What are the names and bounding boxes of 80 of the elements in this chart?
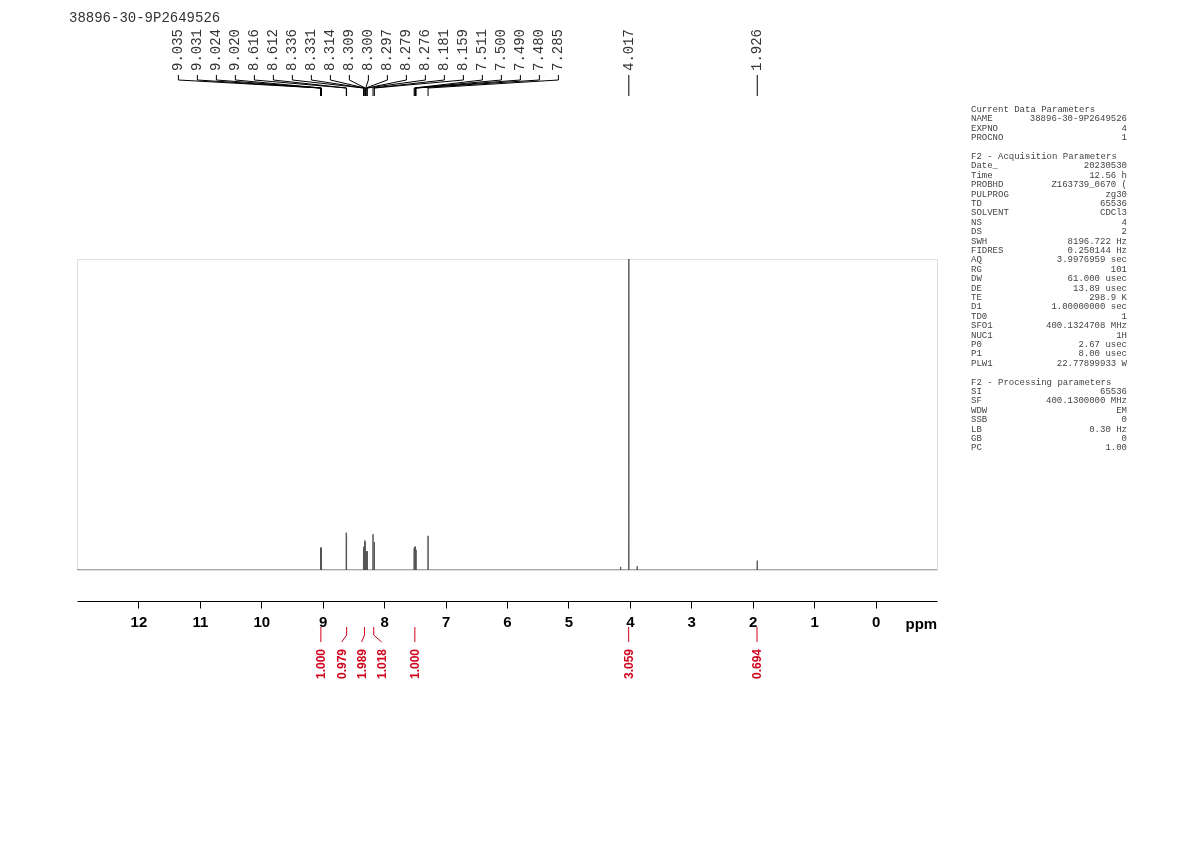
text: TD 65536 xyxy=(971,199,1127,209)
annotation: 3.059 xyxy=(621,648,636,680)
text: LB 0.30 Hz xyxy=(971,424,1127,435)
annotation: 9.024 xyxy=(208,28,225,71)
annotation: 8.331 xyxy=(303,28,320,71)
x-axis-title: ppm xyxy=(905,614,938,632)
x-tick-label: 0 xyxy=(871,612,881,630)
text: PULPROG zg30 xyxy=(971,189,1127,200)
x-tick-label: 7 xyxy=(441,612,451,630)
text: Time 12.56 h xyxy=(971,170,1127,181)
text: D1 1.00000000 sec xyxy=(971,302,1127,313)
annotation: 8.612 xyxy=(265,28,282,71)
text: NAME 38896-30-9P2649526 xyxy=(971,114,1127,125)
x-tick-label: 11 xyxy=(192,612,209,630)
annotation: 9.035 xyxy=(170,28,187,71)
text: F2 - Acquisition Parameters xyxy=(971,152,1117,162)
annotation: 8.181 xyxy=(436,28,453,71)
annotation: 8.279 xyxy=(398,28,415,71)
text: SOLVENT CDCl3 xyxy=(971,208,1127,219)
text: DE 13.89 usec xyxy=(971,283,1127,294)
x-tick-label: 9 xyxy=(319,612,328,630)
annotation: 7.480 xyxy=(531,28,548,71)
text: WDW EM xyxy=(971,405,1127,416)
annotation: 8.314 xyxy=(322,28,339,71)
text: Date_ 20230530 xyxy=(971,161,1127,172)
text: FIDRES 0.250144 Hz xyxy=(971,246,1127,256)
annotation: 8.336 xyxy=(284,28,301,71)
text: SF 400.1300000 MHz xyxy=(971,396,1127,407)
annotation: 4.017 xyxy=(620,28,637,71)
text: TE 298.9 K xyxy=(971,293,1127,303)
annotation: 8.616 xyxy=(246,28,263,71)
x-tick-label: 5 xyxy=(564,612,574,630)
annotation: 0.694 xyxy=(750,648,765,680)
text: NUC1 1H xyxy=(971,330,1127,341)
text: DW 61.000 usec xyxy=(971,274,1127,285)
text: PLW1 22.77899933 W xyxy=(971,358,1127,369)
annotation: 0.979 xyxy=(334,648,349,680)
text: P1 8.00 usec xyxy=(971,349,1127,360)
text: EXPNO 4 xyxy=(971,123,1127,134)
text: PROBHD Z163739_0670 ( xyxy=(971,180,1127,191)
text: PC 1.00 xyxy=(971,443,1127,454)
text: PROCNO 1 xyxy=(971,133,1127,144)
text: Current Data Parameters xyxy=(971,105,1096,115)
annotation: 7.511 xyxy=(474,28,491,71)
annotation: 1.926 xyxy=(749,28,766,71)
text: SSB 0 xyxy=(971,415,1127,426)
annotation: 8.159 xyxy=(455,28,472,71)
text: F2 - Processing parameters xyxy=(971,377,1112,388)
text: SFO1 400.1324708 MHz xyxy=(971,321,1127,332)
x-tick-label: 1 xyxy=(810,612,819,630)
annotation: 8.276 xyxy=(417,28,434,71)
x-tick-label: 3 xyxy=(687,612,696,630)
annotation: 7.285 xyxy=(550,28,567,71)
annotation: 1.018 xyxy=(374,648,389,680)
annotation: 1.000 xyxy=(407,648,422,680)
text: NS 4 xyxy=(971,217,1127,228)
annotation: 8.297 xyxy=(379,28,396,71)
annotation: 9.031 xyxy=(189,28,206,71)
annotation: 8.309 xyxy=(341,28,358,71)
annotation: 1.989 xyxy=(354,648,369,680)
chart-title: 38896-30-9P2649526 xyxy=(69,9,221,26)
text: AQ 3.9976959 sec xyxy=(971,255,1127,266)
text: DS 2 xyxy=(971,227,1127,238)
text: TD0 1 xyxy=(971,311,1127,322)
x-tick-label: 4 xyxy=(626,612,636,630)
annotation: 8.300 xyxy=(360,28,377,71)
text: RG 101 xyxy=(971,264,1127,275)
x-tick-label: 6 xyxy=(503,612,512,630)
text: SWH 8196.722 Hz xyxy=(971,236,1127,247)
annotation: 9.020 xyxy=(227,28,244,71)
annotation: 7.490 xyxy=(512,28,529,71)
annotation: 7.500 xyxy=(493,28,510,71)
annotation: 1.000 xyxy=(313,648,328,680)
x-tick-label: 8 xyxy=(380,612,389,630)
text: GB 0 xyxy=(971,434,1127,444)
x-tick-label: 12 xyxy=(130,612,148,630)
text: P0 2.67 usec xyxy=(971,340,1127,350)
x-tick-label: 10 xyxy=(253,612,271,630)
text: SI 65536 xyxy=(971,387,1127,397)
x-tick-label: 2 xyxy=(749,612,758,630)
